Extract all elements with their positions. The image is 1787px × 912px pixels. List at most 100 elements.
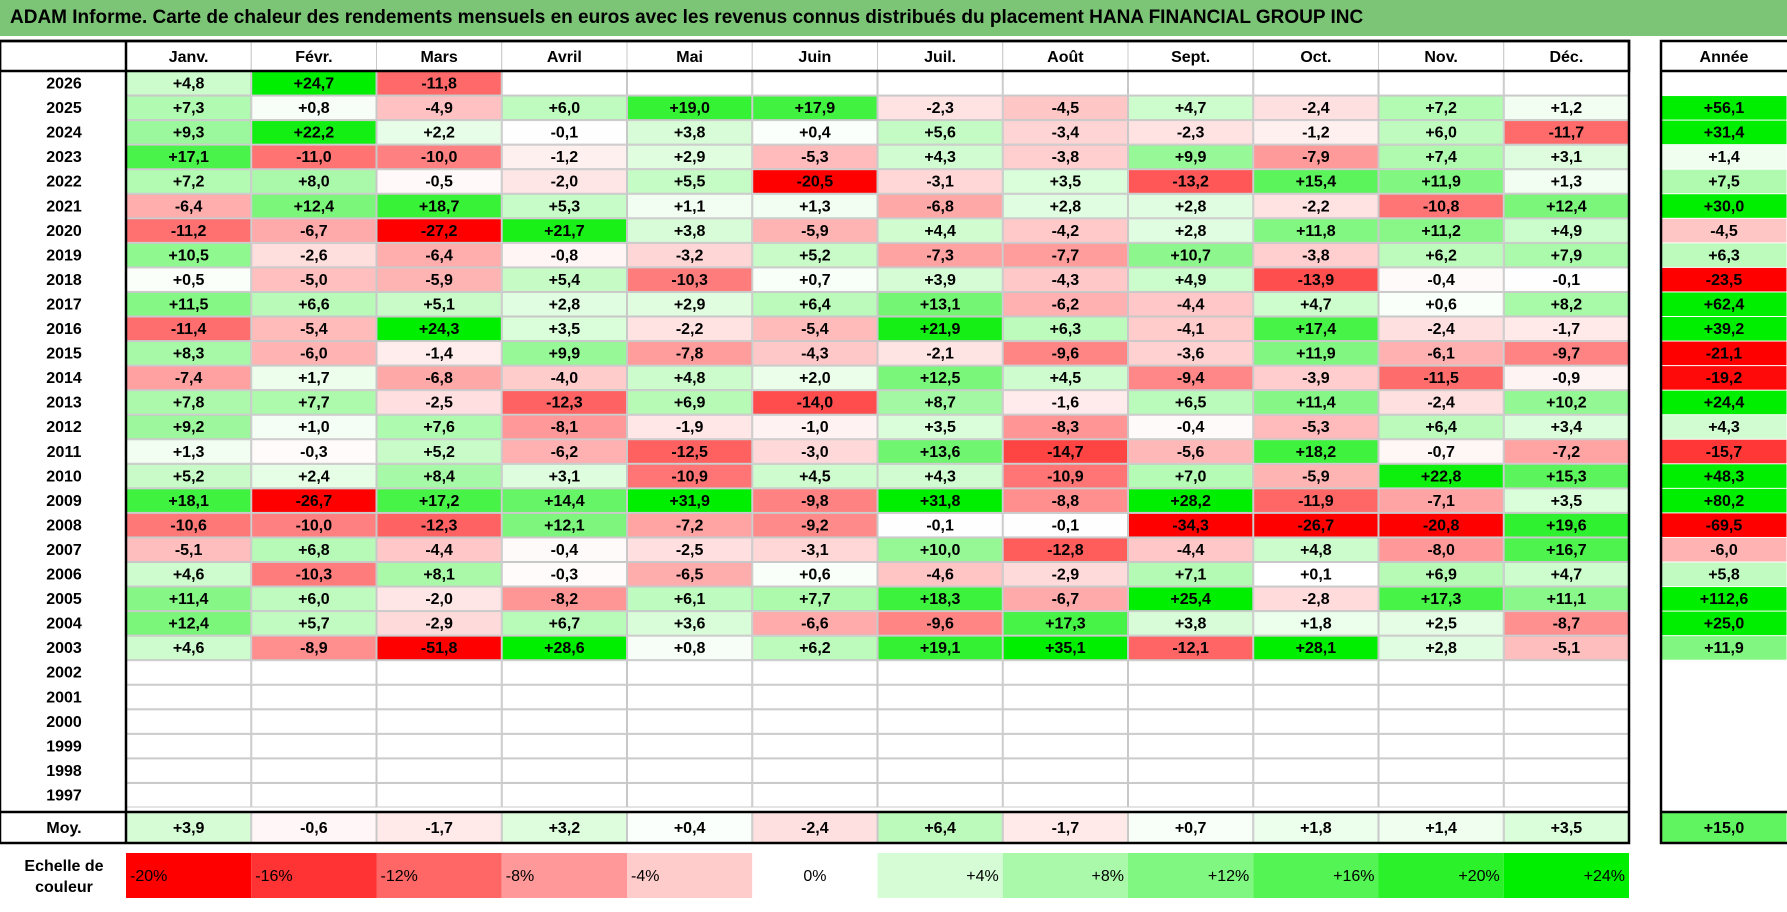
year-label-2017: 2017: [46, 296, 82, 313]
heat-cell: [752, 291, 878, 317]
heat-cell-value: +3,1: [549, 468, 581, 485]
heat-cell: [1378, 562, 1504, 587]
heat-cell-value: -34,3: [1172, 517, 1209, 534]
heat-cell: [752, 242, 878, 268]
scale-step-label: +12%: [1208, 868, 1249, 885]
heat-cell: [752, 120, 878, 145]
heat-cell: [1503, 733, 1629, 759]
heat-cell: [376, 169, 502, 194]
heat-cell-value: +13,6: [920, 444, 961, 461]
heat-cell: [251, 537, 377, 563]
heat-cell: [501, 782, 627, 808]
heat-cell: [1253, 439, 1379, 464]
heat-cell-value: -6,8: [926, 198, 954, 215]
heat-cell: [376, 120, 502, 145]
heat-cell-value: +11,4: [169, 591, 209, 608]
month-header-6: Juin: [798, 49, 831, 66]
heat-cell-value: +6,2: [799, 640, 831, 657]
heat-cell-value: +7,4: [1425, 149, 1457, 166]
heat-cell-value: -2,0: [551, 174, 579, 191]
scale-swatch: [126, 853, 252, 898]
heat-cell: [376, 193, 502, 219]
annual-cell: [1661, 488, 1787, 513]
heat-cell-value: -2,3: [926, 100, 954, 117]
heat-cell: [376, 709, 502, 734]
heat-cell: [1378, 365, 1504, 391]
heat-cell: [877, 611, 1003, 636]
heat-cell-value: -9,6: [926, 616, 954, 633]
heat-cell-value: -9,2: [801, 517, 829, 534]
heat-cell-value: +5,1: [423, 296, 455, 313]
heat-cell-value: -5,0: [300, 272, 328, 289]
heat-cell-value: +6,2: [1425, 247, 1457, 264]
heat-cell-value: -4,6: [926, 567, 954, 584]
heat-cell: [126, 660, 252, 685]
heat-cell: [251, 291, 377, 317]
heat-cell: [1378, 341, 1504, 366]
heat-cell-value: +0,6: [799, 567, 831, 584]
heat-cell-value: +0,8: [298, 100, 330, 117]
heat-cell: [1128, 660, 1254, 685]
heat-cell: [1128, 95, 1254, 121]
heat-cell: [1128, 782, 1254, 808]
heat-cell-value: -10,6: [170, 517, 207, 534]
heat-cell-value: +4,9: [1551, 223, 1583, 240]
heat-cell: [1002, 537, 1128, 563]
heat-cell: [251, 120, 377, 145]
scale-step-label: -12%: [381, 868, 418, 885]
heat-cell: [877, 488, 1003, 513]
heat-cell: [877, 635, 1003, 661]
heat-cell: [1002, 439, 1128, 464]
heat-cell-value: -10,3: [671, 272, 708, 289]
month-header-3: Mars: [420, 49, 457, 66]
heat-cell-value: -6,7: [300, 223, 328, 240]
heat-cell-value: +6,4: [799, 296, 831, 313]
heat-cell-value: -7,3: [926, 247, 954, 264]
heat-cell: [501, 758, 627, 783]
heat-cell: [627, 709, 753, 734]
year-label-2011: 2011: [47, 444, 82, 461]
heat-cell-value: +10,7: [1170, 247, 1211, 264]
year-label-2026: 2026: [46, 76, 82, 93]
heat-cell-value: -8,7: [1553, 616, 1581, 633]
heat-cell: [1002, 488, 1128, 513]
heat-cell: [1002, 611, 1128, 636]
year-label-2000: 2000: [46, 714, 82, 731]
heat-cell-value: +6,9: [674, 395, 706, 412]
heat-cell: [752, 684, 878, 710]
average-cell-value: -1,7: [1052, 820, 1080, 837]
heat-cell-value: -2,8: [1302, 591, 1330, 608]
heat-cell-value: +7,8: [173, 395, 205, 412]
heat-cell-value: +6,0: [298, 591, 330, 608]
heat-cell: [1378, 316, 1504, 342]
heat-cell-value: -8,8: [1052, 493, 1080, 510]
annual-cell-value: +31,4: [1704, 125, 1745, 142]
year-label-2016: 2016: [46, 321, 82, 338]
heat-cell-value: +3,4: [1551, 419, 1583, 436]
heat-cell-value: -12,5: [671, 444, 708, 461]
heat-cell: [627, 439, 753, 464]
heat-cell-value: +11,1: [1547, 591, 1587, 608]
heat-cell: [1002, 193, 1128, 219]
heat-cell: [376, 439, 502, 464]
heat-cell: [877, 684, 1003, 710]
heat-cell: [627, 267, 753, 292]
annual-cell-value: +56,1: [1704, 100, 1745, 117]
heat-cell-value: +2,8: [1425, 640, 1457, 657]
annual-cell-value: -15,7: [1706, 444, 1743, 461]
heat-cell-value: -9,4: [1177, 370, 1205, 387]
heat-cell: [376, 733, 502, 759]
heat-cell: [752, 390, 878, 415]
heat-cell: [1503, 709, 1629, 734]
heat-cell: [752, 488, 878, 513]
heat-cell: [752, 660, 878, 685]
year-label-2015: 2015: [46, 346, 82, 363]
heat-cell: [627, 341, 753, 366]
annual-cell: [1661, 562, 1787, 587]
heat-cell-value: -10,9: [1047, 468, 1084, 485]
heat-cell: [1378, 267, 1504, 292]
annual-cell-value: -19,2: [1706, 370, 1743, 387]
heat-cell-value: +24,3: [419, 321, 460, 338]
heat-cell: [1128, 709, 1254, 734]
heat-cell: [376, 291, 502, 317]
